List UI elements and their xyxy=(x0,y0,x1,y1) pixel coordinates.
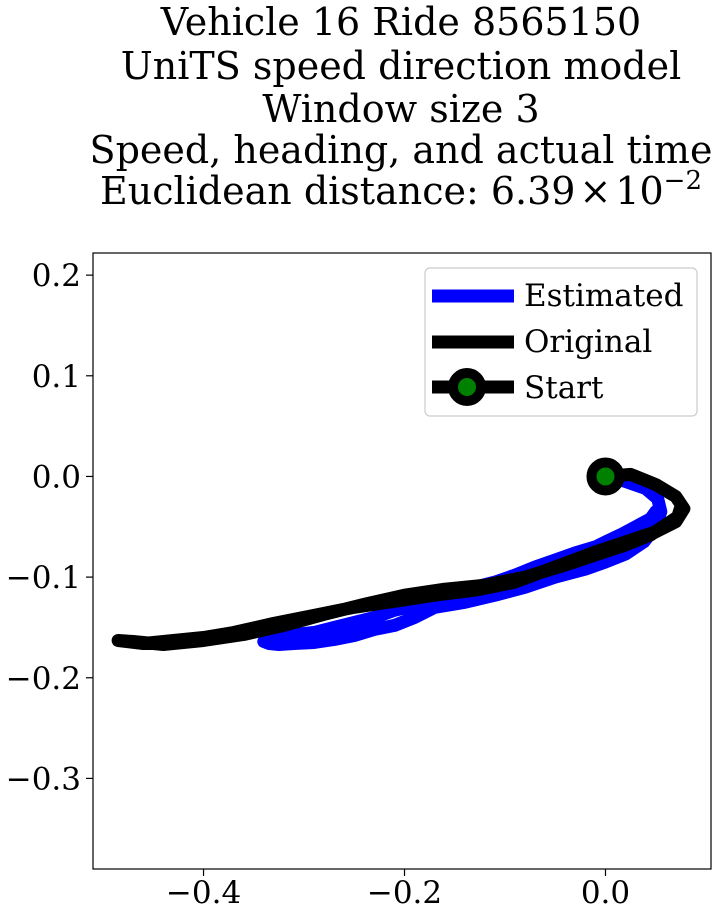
x-tick-label: −0.2 xyxy=(367,875,442,911)
title-line-2: UniTS speed direction model xyxy=(121,44,681,88)
series-original-line xyxy=(111,467,691,651)
title-distance-prefix: Euclidean distance: xyxy=(100,169,491,213)
y-tick-label: 0.0 xyxy=(32,459,81,495)
x-tick-label: 0.0 xyxy=(581,875,630,911)
x-tick-label: −0.4 xyxy=(166,875,241,911)
title-distance-exponent: −2 xyxy=(664,166,702,196)
chart-title: Vehicle 16 Ride 8565150 UniTS speed dire… xyxy=(90,0,713,213)
start-marker xyxy=(586,457,625,496)
title-distance-base: 10 xyxy=(615,169,663,213)
y-tick-label: 0.1 xyxy=(32,359,81,395)
y-tick-label: −0.1 xyxy=(6,560,81,596)
title-line-5: Euclidean distance: 6.39 × 10−2 xyxy=(100,166,702,213)
legend-start-marker xyxy=(448,368,486,406)
legend: Estimated Original Start xyxy=(424,267,698,417)
y-tick-label: 0.2 xyxy=(32,258,81,294)
title-line-4: Speed, heading, and actual time xyxy=(90,128,713,172)
title-distance-mantissa: 6.39 xyxy=(491,169,576,213)
title-distance-times: × xyxy=(579,169,611,213)
series-layer xyxy=(111,457,691,651)
title-line-1: Vehicle 16 Ride 8565150 xyxy=(160,0,641,44)
y-tick-label: −0.3 xyxy=(6,761,81,797)
legend-original-label: Original xyxy=(524,324,652,360)
legend-estimated-label: Estimated xyxy=(524,278,683,314)
y-tick-label: −0.2 xyxy=(6,661,81,697)
legend-start-label: Start xyxy=(524,370,604,406)
legend-frame xyxy=(424,267,698,417)
x-axis: −0.4 −0.2 0.0 xyxy=(166,869,630,911)
y-axis: 0.2 0.1 0.0 −0.1 −0.2 −0.3 xyxy=(6,258,93,797)
title-line-3: Window size 3 xyxy=(262,87,539,131)
series-estimated-line xyxy=(257,470,668,651)
